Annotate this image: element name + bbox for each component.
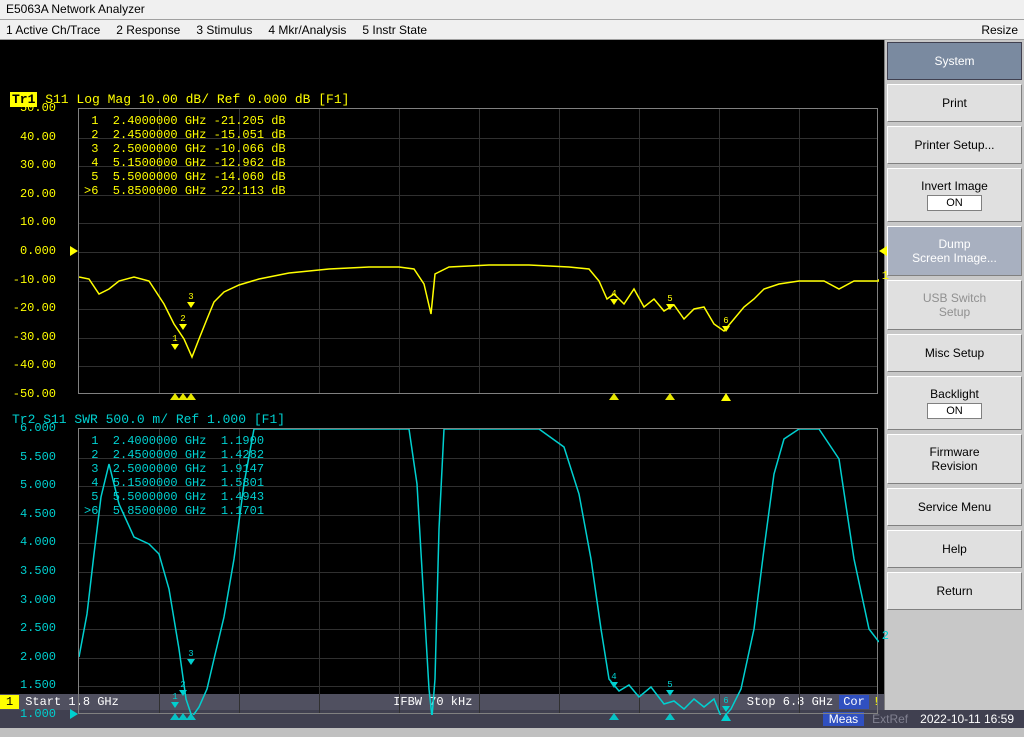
datetime: 2022-10-11 16:59 xyxy=(914,712,1020,726)
sidebar-btn-return[interactable]: Return xyxy=(887,572,1022,610)
trace1-header: Tr1 S11 Log Mag 10.00 dB/ Ref 0.000 dB [… xyxy=(6,90,353,109)
marker-5[interactable]: 5 xyxy=(666,680,674,696)
trace1-markers: 1 2.4000000 GHz -21.205 dB 2 2.4500000 G… xyxy=(84,114,286,198)
sidebar-btn-misc-setup[interactable]: Misc Setup xyxy=(887,334,1022,372)
sidebar-btn-service-menu[interactable]: Service Menu xyxy=(887,488,1022,526)
sidebar-btn-backlight[interactable]: BacklightON xyxy=(887,376,1022,430)
sidebar-btn-system[interactable]: System xyxy=(887,42,1022,80)
marker-2[interactable]: 2 xyxy=(179,680,187,696)
sidebar: System Print Printer Setup... Invert ImageO… xyxy=(884,40,1024,710)
chart2-ylabels: 6.0005.5005.0004.5004.0003.5003.0002.500… xyxy=(4,422,56,737)
plot-area: 1 Start 1.8 GHz IFBW 70 kHz Stop 6.8 GHz… xyxy=(0,40,884,710)
sidebar-btn-print[interactable]: Print xyxy=(887,84,1022,122)
sidebar-btn-firmware[interactable]: FirmwareRevision xyxy=(887,434,1022,484)
marker-6[interactable]: 6 xyxy=(722,316,730,332)
menu-mkr[interactable]: 4 Mkr/Analysis xyxy=(268,23,346,37)
menu-response[interactable]: 2 Response xyxy=(116,23,180,37)
marker-4[interactable]: 4 xyxy=(610,672,618,688)
menu-active-ch[interactable]: 1 Active Ch/Trace xyxy=(6,23,100,37)
trace2-markers: 1 2.4000000 GHz 1.1900 2 2.4500000 GHz 1… xyxy=(84,434,264,518)
resize-link[interactable]: Resize xyxy=(981,23,1018,37)
sidebar-btn-help[interactable]: Help xyxy=(887,530,1022,568)
sidebar-btn-printer-setup-[interactable]: Printer Setup... xyxy=(887,126,1022,164)
marker-1[interactable]: 1 xyxy=(171,334,179,350)
menu-stimulus[interactable]: 3 Stimulus xyxy=(196,23,252,37)
marker-2[interactable]: 2 xyxy=(179,314,187,330)
chart1-ylabels: 50.0040.0030.0020.0010.000.000-10.00-20.… xyxy=(4,102,56,417)
marker-6[interactable]: 6 xyxy=(722,696,730,712)
menu-bar: 1 Active Ch/Trace 2 Response 3 Stimulus … xyxy=(0,20,1024,40)
marker-1[interactable]: 1 xyxy=(171,692,179,708)
marker-3[interactable]: 3 xyxy=(187,649,195,665)
sidebar-btn-invert-image[interactable]: Invert ImageON xyxy=(887,168,1022,222)
sidebar-btn-usb-switch: USB SwitchSetup xyxy=(887,280,1022,330)
marker-4[interactable]: 4 xyxy=(610,289,618,305)
sidebar-btn-dump[interactable]: DumpScreen Image... xyxy=(887,226,1022,276)
marker-3[interactable]: 3 xyxy=(187,292,195,308)
marker-5[interactable]: 5 xyxy=(666,294,674,310)
window-title: E5063A Network Analyzer xyxy=(0,0,1024,20)
menu-instr-state[interactable]: 5 Instr State xyxy=(362,23,427,37)
